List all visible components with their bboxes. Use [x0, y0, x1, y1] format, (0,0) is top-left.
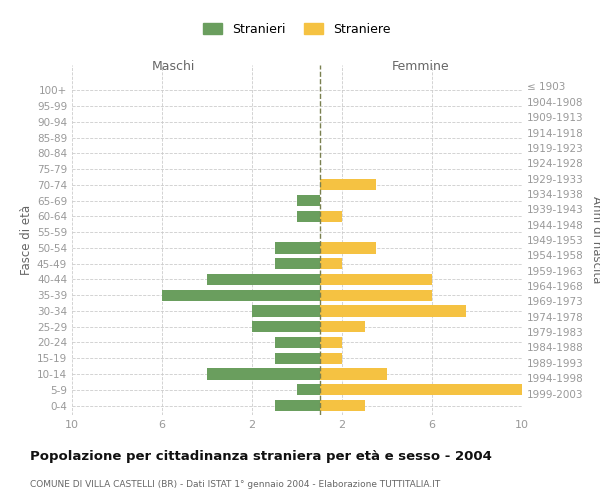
Y-axis label: Anni di nascita: Anni di nascita	[590, 196, 600, 284]
Bar	[320, 306, 466, 316]
Bar	[320, 242, 376, 254]
Bar	[297, 210, 320, 222]
Bar	[275, 352, 320, 364]
Bar	[320, 210, 342, 222]
Bar	[320, 337, 342, 348]
Bar	[207, 274, 320, 285]
Text: Femmine: Femmine	[392, 60, 449, 73]
Bar	[320, 384, 533, 396]
Bar	[297, 384, 320, 396]
Bar	[162, 290, 320, 301]
Bar	[275, 242, 320, 254]
Bar	[320, 368, 387, 380]
Text: Popolazione per cittadinanza straniera per età e sesso - 2004: Popolazione per cittadinanza straniera p…	[30, 450, 492, 463]
Bar	[320, 179, 376, 190]
Bar	[320, 258, 342, 270]
Bar	[297, 195, 320, 206]
Bar	[320, 274, 432, 285]
Bar	[320, 290, 432, 301]
Bar	[320, 321, 365, 332]
Bar	[252, 306, 320, 316]
Bar	[275, 258, 320, 270]
Bar	[275, 400, 320, 411]
Bar	[207, 368, 320, 380]
Bar	[320, 400, 365, 411]
Text: COMUNE DI VILLA CASTELLI (BR) - Dati ISTAT 1° gennaio 2004 - Elaborazione TUTTIT: COMUNE DI VILLA CASTELLI (BR) - Dati IST…	[30, 480, 440, 489]
Bar	[252, 321, 320, 332]
Bar	[275, 337, 320, 348]
Text: Maschi: Maschi	[152, 60, 195, 73]
Legend: Stranieri, Straniere: Stranieri, Straniere	[200, 19, 394, 40]
Bar	[320, 352, 342, 364]
Y-axis label: Fasce di età: Fasce di età	[20, 205, 33, 275]
